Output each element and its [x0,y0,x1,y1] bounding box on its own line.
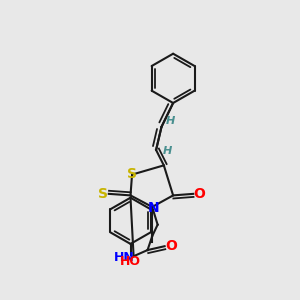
Text: HN: HN [114,251,135,264]
Text: S: S [98,187,108,201]
Text: HO: HO [120,255,141,268]
Text: N: N [148,201,160,215]
Text: H: H [166,116,176,126]
Text: O: O [166,239,178,253]
Text: O: O [194,187,206,201]
Text: S: S [127,167,137,181]
Text: H: H [162,146,172,157]
